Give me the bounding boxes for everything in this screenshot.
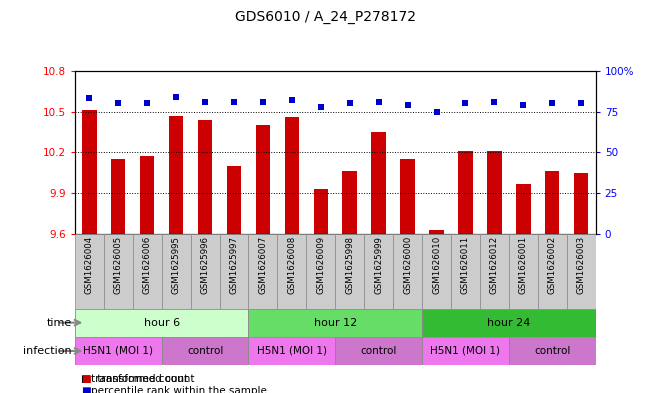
Text: GSM1626008: GSM1626008 [287,236,296,294]
Bar [458,151,473,234]
Bar [219,234,249,309]
Bar [169,116,184,234]
Point [432,108,442,115]
Text: GSM1626005: GSM1626005 [114,236,123,294]
Bar [284,117,299,234]
Bar [191,234,219,309]
Bar [256,125,270,234]
Bar [133,234,161,309]
Text: H5N1 (MOI 1): H5N1 (MOI 1) [430,346,501,356]
Bar [422,309,596,337]
Point [286,97,297,103]
Bar [509,337,596,365]
Text: H5N1 (MOI 1): H5N1 (MOI 1) [257,346,327,356]
Bar [277,234,307,309]
Text: GSM1626011: GSM1626011 [461,236,470,294]
Point [576,100,587,107]
Bar [314,189,328,234]
Text: GSM1626007: GSM1626007 [258,236,268,294]
Point [518,102,529,108]
Bar [422,337,509,365]
Bar [140,156,154,234]
Text: GSM1626006: GSM1626006 [143,236,152,294]
Text: ■: ■ [81,386,91,393]
Text: GSM1625996: GSM1625996 [201,236,210,294]
Point [547,100,557,107]
Point [113,100,124,107]
Bar [104,234,133,309]
Bar [429,230,444,234]
Bar [342,171,357,234]
Point [258,99,268,105]
Text: control: control [187,346,223,356]
Bar [422,234,451,309]
Point [489,99,499,105]
Text: H5N1 (MOI 1): H5N1 (MOI 1) [83,346,153,356]
Text: control: control [361,346,397,356]
Text: GSM1626003: GSM1626003 [577,236,586,294]
Text: hour 12: hour 12 [314,318,357,328]
Text: ■  transformed count: ■ transformed count [81,374,195,384]
Bar [567,234,596,309]
Text: GSM1626012: GSM1626012 [490,236,499,294]
Bar [538,234,567,309]
Point [374,99,384,105]
Text: ■: ■ [81,374,91,384]
Bar [75,234,104,309]
Bar [364,234,393,309]
Text: GSM1626004: GSM1626004 [85,236,94,294]
Point [344,100,355,107]
Text: infection: infection [23,346,72,356]
Bar [161,234,191,309]
Bar [372,132,386,234]
Text: GSM1625997: GSM1625997 [230,236,238,294]
Bar [161,337,249,365]
Point [229,99,239,105]
Bar [574,173,589,234]
Bar [451,234,480,309]
Point [200,99,210,105]
Text: GSM1625999: GSM1625999 [374,236,383,294]
Point [460,100,471,107]
Bar [509,234,538,309]
Bar [227,166,242,234]
Bar [307,234,335,309]
Point [84,95,94,102]
Bar [545,171,559,234]
Text: hour 24: hour 24 [487,318,531,328]
Bar [75,309,249,337]
Bar [400,159,415,234]
Text: GSM1626009: GSM1626009 [316,236,326,294]
Text: GSM1625995: GSM1625995 [172,236,180,294]
Text: GSM1626002: GSM1626002 [547,236,557,294]
Point [142,100,152,107]
Text: percentile rank within the sample: percentile rank within the sample [91,386,267,393]
Bar [111,159,126,234]
Text: time: time [46,318,72,328]
Bar [249,309,422,337]
Text: GSM1626001: GSM1626001 [519,236,528,294]
Bar [393,234,422,309]
Bar [75,337,161,365]
Point [402,102,413,108]
Bar [249,234,277,309]
Text: GSM1626000: GSM1626000 [403,236,412,294]
Bar [480,234,509,309]
Text: control: control [534,346,570,356]
Text: GDS6010 / A_24_P278172: GDS6010 / A_24_P278172 [235,10,416,24]
Text: GSM1626010: GSM1626010 [432,236,441,294]
Bar [82,110,96,234]
Text: transformed count: transformed count [91,374,188,384]
Bar [487,151,502,234]
Text: hour 6: hour 6 [144,318,180,328]
Bar [335,234,364,309]
Text: GSM1625998: GSM1625998 [345,236,354,294]
Point [316,103,326,110]
Bar [335,337,422,365]
Bar [516,184,531,234]
Point [171,94,182,100]
Bar [249,337,335,365]
Bar [198,120,212,234]
